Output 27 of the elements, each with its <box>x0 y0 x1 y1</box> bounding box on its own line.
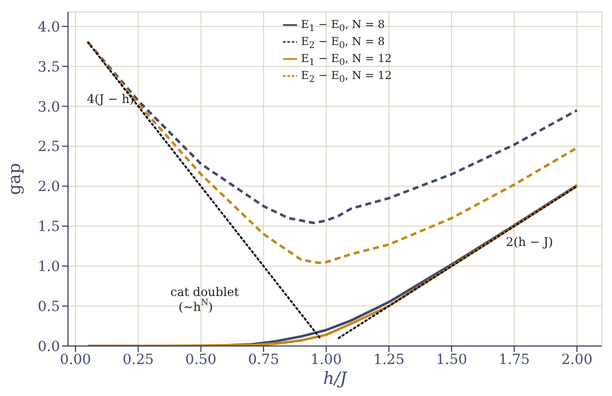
legend-label: E$_{2}$ − E$_{0}$, N = 12 <box>301 69 392 86</box>
x-tick-label: 0.25 <box>122 352 154 368</box>
x-tick-label: 0.50 <box>185 352 216 368</box>
y-tick-label: 0.0 <box>38 338 60 355</box>
y-axis-title: gap <box>5 162 26 195</box>
legend-label: E$_{1}$ − E$_{0}$, N = 8 <box>301 18 385 34</box>
y-tick-label: 2.0 <box>38 179 60 196</box>
legend-label: E$_{1}$ − E$_{0}$, N = 12 <box>301 52 392 68</box>
y-tick-label: 2.5 <box>38 139 60 156</box>
x-tick-label: 1.75 <box>498 352 530 368</box>
x-tick-label: 1.00 <box>310 352 342 368</box>
annotation: cat doublet <box>170 285 240 300</box>
y-tick-label: 1.5 <box>38 219 60 236</box>
x-tick-label: 1.25 <box>373 352 404 368</box>
y-tick-label: 4.0 <box>38 19 60 36</box>
y-tick-label: 3.5 <box>38 59 60 76</box>
x-tick-label: 0.00 <box>60 352 92 368</box>
annotation: 2(h − J) <box>506 235 554 250</box>
annotation: (∼h$^{N}$) <box>178 297 213 314</box>
y-tick-label: 3.0 <box>38 99 60 116</box>
x-axis-title: h/J <box>323 369 348 390</box>
legend-label: E$_{2}$ − E$_{0}$, N = 8 <box>301 34 385 52</box>
x-tick-label: 0.75 <box>248 352 280 368</box>
x-tick-label: 1.50 <box>436 352 468 368</box>
y-tick-label: 0.5 <box>38 299 60 316</box>
y-tick-label: 1.0 <box>38 259 60 276</box>
x-tick-label: 2.00 <box>561 352 593 368</box>
